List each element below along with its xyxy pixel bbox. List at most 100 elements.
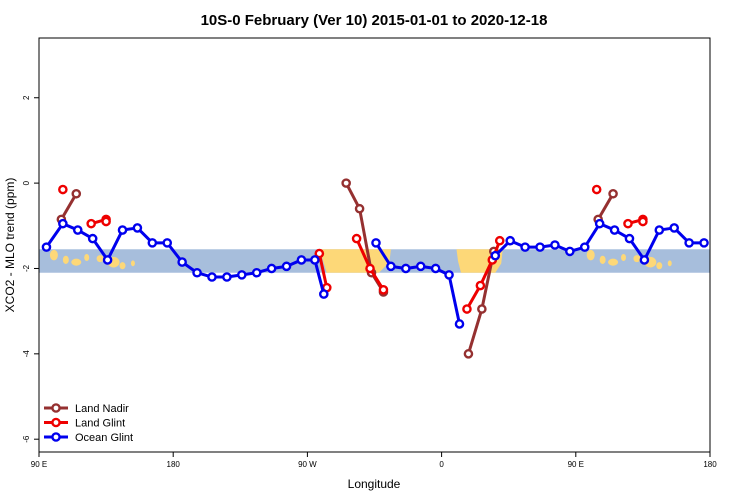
series-ocean-glint bbox=[41, 218, 709, 329]
data-point bbox=[609, 225, 620, 235]
data-point bbox=[177, 257, 187, 267]
data-point bbox=[477, 304, 487, 314]
data-point bbox=[639, 255, 650, 265]
data-point bbox=[72, 225, 83, 235]
island-land bbox=[119, 262, 126, 270]
data-point bbox=[594, 218, 605, 229]
data-point bbox=[365, 263, 375, 274]
plot-frame bbox=[38, 37, 711, 453]
series-layer bbox=[41, 178, 709, 359]
island-land bbox=[62, 255, 69, 264]
data-point bbox=[624, 233, 635, 244]
data-point bbox=[386, 261, 396, 272]
x-tick-label: 180 bbox=[167, 460, 181, 469]
data-point bbox=[378, 285, 389, 295]
series-land-glint bbox=[58, 184, 648, 314]
data-point bbox=[251, 267, 262, 278]
series-line bbox=[344, 182, 385, 293]
data-point bbox=[454, 319, 465, 329]
island-land bbox=[586, 249, 595, 261]
data-point bbox=[462, 304, 472, 314]
y-axis-label: XCO2 - MLO trend (ppm) bbox=[3, 178, 17, 313]
data-point bbox=[520, 242, 530, 252]
data-point bbox=[401, 263, 411, 274]
data-point bbox=[266, 263, 277, 274]
y-tick-label: 0 bbox=[22, 180, 31, 185]
data-point bbox=[535, 242, 545, 252]
data-point bbox=[341, 178, 351, 188]
y-axis: 2 0 -2 -4 -6 bbox=[22, 95, 39, 443]
data-point bbox=[102, 255, 113, 265]
data-point bbox=[101, 216, 111, 227]
data-point bbox=[310, 255, 320, 265]
data-point bbox=[699, 238, 709, 248]
data-point bbox=[351, 233, 362, 244]
data-point bbox=[281, 261, 292, 272]
data-point bbox=[623, 218, 633, 229]
data-point bbox=[147, 238, 158, 248]
data-point bbox=[207, 272, 217, 282]
data-point bbox=[222, 272, 232, 282]
x-axis: 90 E 180 90 W 0 90 E 180 bbox=[31, 452, 717, 469]
legend-label: Land Nadir bbox=[75, 403, 129, 415]
x-tick-label: 90 W bbox=[298, 460, 317, 469]
island-land bbox=[96, 255, 104, 263]
island-land bbox=[130, 260, 135, 267]
data-point bbox=[444, 270, 454, 280]
legend: Land Nadir Land Glint Ocean Glint bbox=[44, 403, 133, 444]
legend-label: Ocean Glint bbox=[75, 432, 133, 444]
data-point bbox=[565, 246, 575, 257]
data-point bbox=[371, 238, 381, 248]
data-point bbox=[638, 216, 648, 227]
data-point bbox=[490, 250, 501, 261]
data-point bbox=[684, 238, 694, 248]
data-point bbox=[117, 225, 128, 235]
island-land bbox=[84, 253, 90, 262]
data-point bbox=[579, 242, 590, 252]
data-point bbox=[71, 188, 82, 199]
y-tick-label: -4 bbox=[22, 350, 31, 358]
data-point bbox=[415, 261, 426, 272]
island-land bbox=[633, 255, 641, 263]
data-point bbox=[654, 225, 665, 235]
series-line bbox=[317, 253, 329, 289]
data-point bbox=[132, 223, 143, 233]
island-land bbox=[621, 253, 627, 262]
data-point bbox=[550, 240, 560, 250]
y-tick-label: 2 bbox=[22, 95, 31, 100]
x-tick-label: 90 E bbox=[568, 460, 584, 469]
data-point bbox=[354, 203, 365, 214]
legend-marker bbox=[51, 417, 61, 428]
legend-label: Land Glint bbox=[75, 418, 125, 430]
data-point bbox=[591, 184, 602, 195]
island-land bbox=[71, 258, 82, 266]
data-point bbox=[162, 238, 173, 248]
series-line bbox=[596, 193, 615, 221]
chart-title: 10S-0 February (Ver 10) 2015-01-01 to 20… bbox=[201, 12, 548, 29]
data-point bbox=[87, 233, 98, 244]
data-point bbox=[58, 218, 68, 229]
data-point bbox=[41, 242, 52, 252]
x-axis-label: Longitude bbox=[348, 477, 401, 491]
x-tick-label: 180 bbox=[703, 460, 717, 469]
data-point bbox=[314, 248, 325, 259]
island-land bbox=[667, 260, 672, 267]
legend-marker bbox=[51, 432, 61, 442]
y-tick-label: -2 bbox=[22, 264, 31, 272]
south-america-land bbox=[320, 249, 391, 273]
data-point bbox=[58, 184, 68, 195]
data-point bbox=[494, 235, 505, 246]
data-point bbox=[296, 255, 307, 265]
island-land bbox=[608, 258, 619, 266]
y-tick-label: -6 bbox=[22, 435, 31, 443]
island-land bbox=[656, 262, 663, 270]
data-point bbox=[430, 263, 441, 274]
data-point bbox=[319, 289, 329, 299]
series-line bbox=[465, 240, 502, 310]
legend-marker bbox=[51, 403, 61, 413]
island-land bbox=[599, 255, 606, 264]
data-point bbox=[669, 223, 680, 233]
series-line bbox=[60, 193, 78, 221]
data-point bbox=[192, 267, 202, 278]
